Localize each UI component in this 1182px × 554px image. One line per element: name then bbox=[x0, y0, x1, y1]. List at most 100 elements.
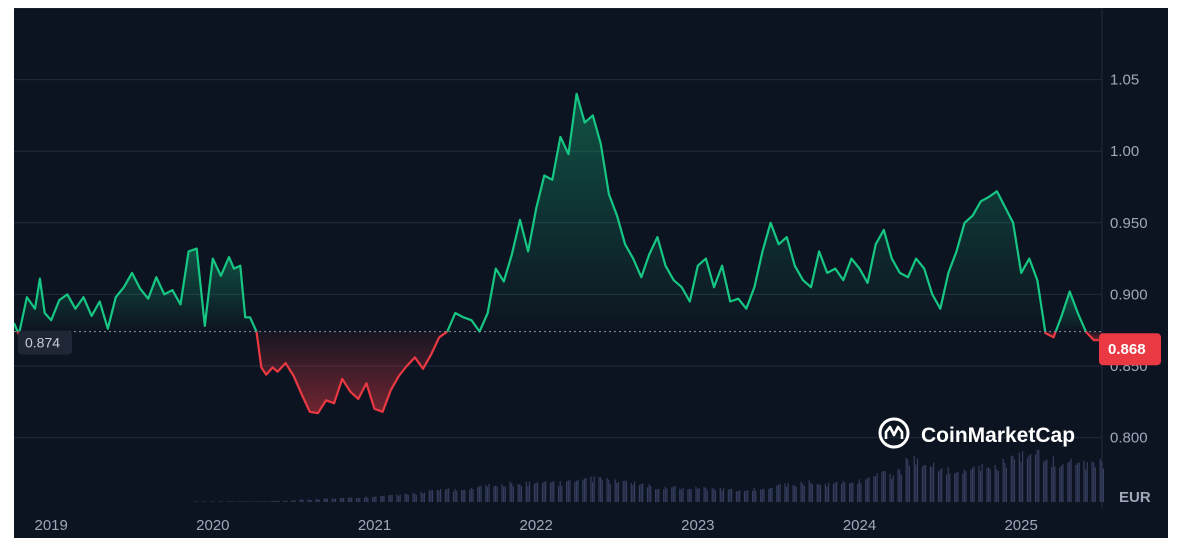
volume-bar bbox=[827, 482, 830, 502]
volume-bar bbox=[848, 483, 851, 502]
volume-bar bbox=[357, 498, 359, 502]
volume-bar bbox=[205, 501, 207, 502]
volume-bar bbox=[396, 494, 398, 502]
x-tick-label: 2025 bbox=[1004, 517, 1037, 534]
volume-bar bbox=[970, 469, 972, 502]
volume-bar bbox=[1068, 461, 1071, 502]
volume-bar bbox=[650, 486, 652, 502]
volume-bar bbox=[842, 481, 844, 502]
volume-bar bbox=[979, 470, 982, 502]
volume-bar bbox=[965, 471, 967, 502]
y-tick-label: 0.800 bbox=[1110, 430, 1148, 447]
volume-bar bbox=[954, 473, 956, 502]
price-line-down bbox=[1044, 331, 1057, 339]
x-axis: 2019 2020 2021 2022 2023 2024 2025 bbox=[34, 517, 1037, 534]
volume-bar bbox=[663, 489, 665, 502]
volume-bar bbox=[794, 485, 796, 502]
volume-bar bbox=[541, 483, 544, 502]
volume-bar bbox=[284, 500, 286, 502]
volume-bar bbox=[916, 458, 919, 502]
volume-bar bbox=[897, 468, 899, 502]
volume-bar bbox=[949, 473, 951, 502]
volume-bar bbox=[292, 500, 295, 502]
volume-bar bbox=[771, 487, 773, 502]
volume-bar bbox=[753, 487, 755, 502]
baseline-badge: 0.874 bbox=[18, 330, 72, 355]
price-area-up bbox=[19, 248, 257, 332]
volume-bar bbox=[1052, 456, 1054, 502]
volume-bar bbox=[504, 486, 506, 502]
volume-bar bbox=[632, 484, 634, 502]
volume-bar bbox=[310, 500, 312, 502]
volume-bar bbox=[1093, 462, 1095, 502]
volume-bar bbox=[545, 481, 547, 502]
volume-bar bbox=[493, 486, 495, 502]
price-area-down bbox=[1085, 331, 1102, 341]
volume-bar bbox=[218, 501, 220, 502]
volume-bar bbox=[585, 478, 587, 502]
volume-bar bbox=[480, 485, 482, 502]
volume-bar bbox=[907, 459, 909, 502]
volume-bar bbox=[682, 487, 684, 502]
volume-bar bbox=[988, 467, 990, 502]
volume-bar bbox=[333, 499, 335, 502]
volume-bar bbox=[852, 482, 854, 502]
volume-bar bbox=[955, 472, 957, 502]
volume-bar bbox=[840, 483, 843, 502]
volume-bar bbox=[630, 483, 632, 502]
volume-bar bbox=[1036, 449, 1038, 502]
volume-bar bbox=[477, 487, 479, 502]
volume-bar bbox=[1067, 462, 1069, 502]
volume-bar bbox=[962, 473, 964, 502]
volume-bar bbox=[989, 469, 991, 502]
volume-bar bbox=[779, 484, 781, 502]
volume-bar bbox=[519, 484, 521, 502]
volume-bar bbox=[472, 489, 474, 502]
x-tick-label: 2023 bbox=[681, 517, 714, 534]
volume-bar bbox=[511, 483, 513, 502]
volume-bar bbox=[941, 468, 943, 502]
volume-bar bbox=[551, 481, 553, 502]
volume-bar bbox=[399, 494, 401, 502]
volume-bar bbox=[664, 486, 666, 502]
volume-bar bbox=[469, 490, 471, 502]
volume-bar bbox=[978, 465, 980, 502]
volume-bar bbox=[784, 483, 786, 502]
volume-bar bbox=[1010, 455, 1012, 502]
volume-bar bbox=[291, 500, 293, 502]
volume-bar bbox=[617, 482, 620, 502]
volume-bar bbox=[575, 480, 577, 502]
volume-bar bbox=[600, 477, 602, 502]
volume-bar bbox=[355, 498, 358, 502]
volume-bar bbox=[803, 485, 805, 502]
volume-bar bbox=[1070, 458, 1072, 502]
volume-bar bbox=[423, 492, 426, 502]
volume-bar bbox=[865, 479, 867, 502]
volume-bar bbox=[456, 490, 458, 502]
volume-bar bbox=[656, 489, 658, 502]
price-line bbox=[14, 92, 1102, 415]
volume-bar bbox=[221, 501, 223, 502]
volume-bar bbox=[743, 491, 746, 502]
price-area bbox=[14, 93, 1102, 414]
volume-bar bbox=[598, 477, 600, 502]
volume-bar bbox=[404, 493, 406, 502]
volume-bar bbox=[947, 467, 949, 502]
volume-bar bbox=[751, 490, 754, 502]
volume-bar bbox=[283, 500, 285, 502]
volume-bar bbox=[931, 466, 933, 502]
volume-bar bbox=[755, 490, 757, 502]
volume-bar bbox=[448, 488, 450, 502]
volume-bar bbox=[478, 486, 480, 502]
x-tick-label: 2024 bbox=[843, 517, 876, 534]
volume-bar bbox=[640, 484, 642, 502]
volume-bar bbox=[800, 481, 802, 502]
coinmarketcap-logo-icon bbox=[878, 417, 910, 449]
volume-bar bbox=[229, 501, 232, 502]
volume-bar bbox=[275, 500, 277, 502]
volume-bar bbox=[769, 487, 771, 502]
volume-bar bbox=[1012, 455, 1014, 502]
volume-bar bbox=[381, 496, 383, 502]
volume-bar bbox=[986, 467, 988, 502]
